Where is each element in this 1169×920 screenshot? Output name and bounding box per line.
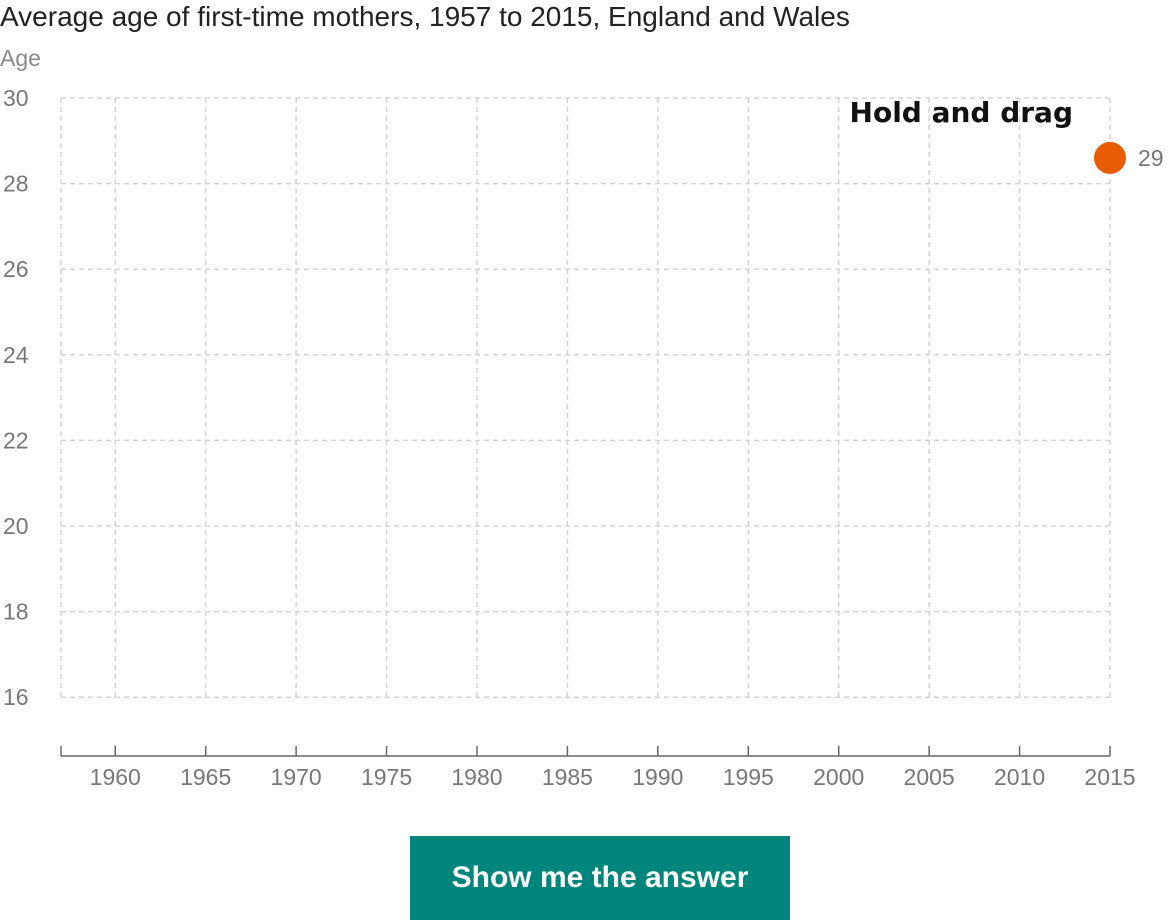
x-tick-label-1975: 1975	[361, 764, 412, 790]
x-tick-label-1990: 1990	[632, 764, 683, 790]
y-axis: 16 18 20 22 24 26 28 30	[3, 85, 29, 710]
drag-handle-group[interactable]: 29	[1094, 141, 1164, 174]
y-tick-label-30: 30	[3, 85, 29, 111]
y-axis-label: Age	[0, 45, 41, 71]
x-tick-label-1965: 1965	[180, 764, 231, 790]
x-tick-label-1960: 1960	[90, 764, 141, 790]
x-tick-labels: 1960 1965 1970 1975 1980 1985 1990 1995 2000 2005…	[90, 764, 1136, 790]
drag-handle-point[interactable]	[1094, 141, 1126, 174]
x-tick-label-1980: 1980	[451, 764, 502, 790]
x-axis	[60, 746, 1111, 757]
x-tick-label-2005: 2005	[904, 764, 955, 790]
x-tick-label-2000: 2000	[813, 764, 864, 790]
drag-hint: Hold and drag	[850, 96, 1073, 129]
y-tick-label-24: 24	[3, 342, 29, 368]
drag-handle-value: 29	[1138, 145, 1164, 171]
grid	[60, 97, 1111, 698]
y-tick-label-28: 28	[3, 171, 29, 197]
x-tick-label-2010: 2010	[994, 764, 1045, 790]
x-tick-label-1985: 1985	[542, 764, 593, 790]
x-tick-label-2015: 2015	[1084, 764, 1135, 790]
y-tick-label-18: 18	[3, 599, 29, 625]
x-tick-label-1995: 1995	[723, 764, 774, 790]
y-tick-label-26: 26	[3, 256, 29, 282]
x-tick-label-1970: 1970	[271, 764, 322, 790]
y-tick-label-22: 22	[3, 427, 29, 453]
chart-title: Average age of first-time mothers, 1957 …	[0, 1, 850, 32]
y-tick-label-20: 20	[3, 513, 29, 539]
y-tick-label-16: 16	[3, 684, 29, 710]
chart-plot[interactable]: 16 18 20 22 24 26 28 30 1960 1965 1970 1975 1980 198…	[0, 0, 1169, 830]
show-answer-button[interactable]: Show me the answer	[410, 836, 790, 920]
